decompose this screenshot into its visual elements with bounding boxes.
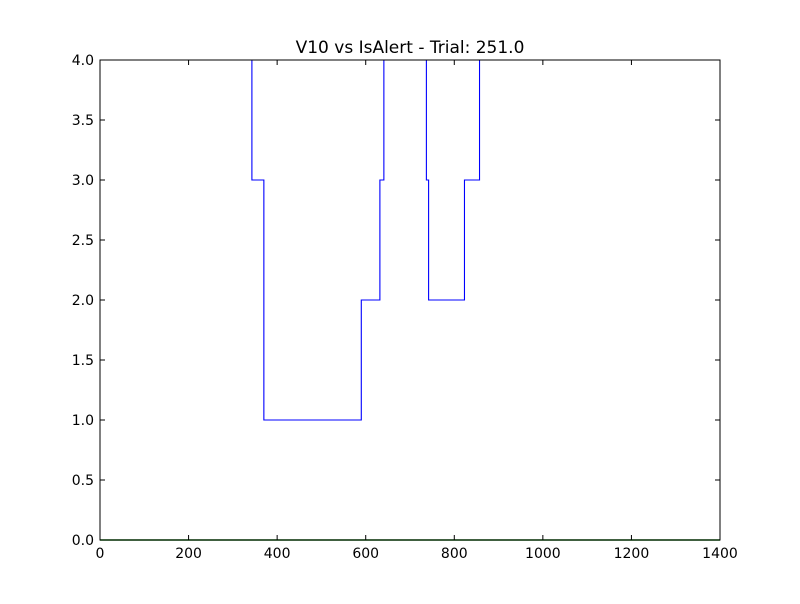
y-tick-label-3: 1.5 — [72, 353, 94, 369]
x-tick-label-4: 800 — [441, 546, 468, 562]
y-tick-label-7: 3.5 — [72, 113, 94, 129]
x-tick-label-7: 1400 — [702, 546, 738, 562]
x-tick-label-0: 0 — [96, 546, 105, 562]
x-tick-label-5: 1000 — [525, 546, 561, 562]
y-tick-label-1: 0.5 — [72, 473, 94, 489]
series-line-0 — [250, 59, 481, 421]
x-tick-label-3: 600 — [352, 546, 379, 562]
y-tick-label-8: 4.0 — [72, 53, 94, 69]
x-tick-label-6: 1200 — [614, 546, 650, 562]
x-tick-label-1: 200 — [175, 546, 202, 562]
y-tick-label-2: 1.0 — [72, 413, 94, 429]
y-tick-label-4: 2.0 — [72, 293, 94, 309]
y-tick-label-6: 3.0 — [72, 173, 94, 189]
x-tick-label-2: 400 — [264, 546, 291, 562]
chart-title: V10 vs IsAlert - Trial: 251.0 — [296, 38, 525, 58]
y-tick-label-5: 2.5 — [72, 233, 94, 249]
plot-area: 0 200 400 600 800 1000 1200 1400 0.0 0.5 1.0 1.5 2.0… — [72, 53, 738, 562]
y-tick-label-0: 0.0 — [72, 533, 94, 549]
